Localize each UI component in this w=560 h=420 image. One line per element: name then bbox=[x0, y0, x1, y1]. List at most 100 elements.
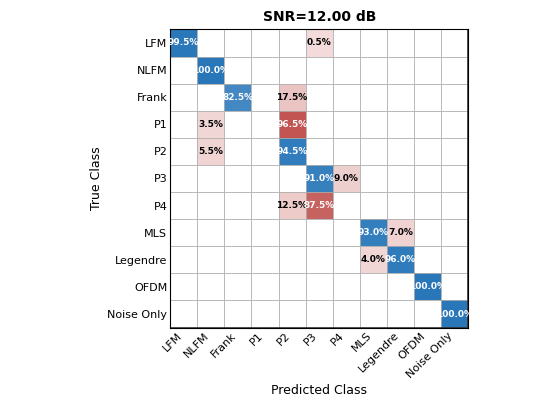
Bar bbox=[278, 84, 306, 111]
Bar bbox=[414, 84, 441, 111]
Bar bbox=[225, 84, 251, 111]
Bar bbox=[251, 300, 278, 328]
Bar bbox=[197, 138, 225, 165]
Bar bbox=[225, 165, 251, 192]
Bar bbox=[278, 273, 306, 300]
Text: 91.0%: 91.0% bbox=[304, 174, 335, 183]
Bar bbox=[306, 111, 333, 138]
Text: 9.0%: 9.0% bbox=[334, 174, 359, 183]
Bar bbox=[360, 138, 387, 165]
Text: 3.5%: 3.5% bbox=[198, 120, 223, 129]
Bar bbox=[170, 29, 197, 57]
Bar bbox=[197, 57, 225, 84]
Bar bbox=[251, 165, 278, 192]
Bar bbox=[360, 165, 387, 192]
Bar bbox=[387, 57, 414, 84]
Bar bbox=[225, 300, 251, 328]
Bar bbox=[306, 57, 333, 84]
Bar bbox=[170, 192, 197, 219]
Text: 96.0%: 96.0% bbox=[385, 255, 416, 264]
Bar bbox=[170, 300, 197, 328]
Bar bbox=[197, 29, 225, 57]
Bar bbox=[441, 246, 468, 273]
Bar bbox=[197, 192, 225, 219]
Bar bbox=[333, 300, 360, 328]
Bar bbox=[170, 273, 197, 300]
Bar bbox=[225, 246, 251, 273]
Bar bbox=[414, 300, 441, 328]
Bar bbox=[170, 111, 197, 138]
Bar bbox=[360, 192, 387, 219]
Bar bbox=[387, 138, 414, 165]
Bar bbox=[441, 111, 468, 138]
Bar bbox=[278, 300, 306, 328]
Bar bbox=[387, 192, 414, 219]
Bar bbox=[360, 219, 387, 246]
Bar bbox=[306, 300, 333, 328]
Bar bbox=[225, 111, 251, 138]
Bar bbox=[414, 273, 441, 300]
Bar bbox=[197, 165, 225, 192]
Bar bbox=[170, 219, 197, 246]
Bar bbox=[278, 111, 306, 138]
Text: 87.5%: 87.5% bbox=[304, 201, 335, 210]
Bar bbox=[387, 84, 414, 111]
Bar bbox=[278, 57, 306, 84]
Bar bbox=[225, 273, 251, 300]
Bar bbox=[225, 57, 251, 84]
Bar bbox=[197, 219, 225, 246]
Bar bbox=[225, 219, 251, 246]
Bar bbox=[197, 111, 225, 138]
Bar bbox=[333, 29, 360, 57]
Bar bbox=[170, 84, 197, 111]
Bar bbox=[333, 219, 360, 246]
Text: 99.5%: 99.5% bbox=[168, 39, 199, 47]
Bar bbox=[360, 246, 387, 273]
Text: 96.5%: 96.5% bbox=[277, 120, 307, 129]
Bar bbox=[306, 165, 333, 192]
Bar bbox=[360, 57, 387, 84]
Bar bbox=[306, 273, 333, 300]
Bar bbox=[306, 84, 333, 111]
Bar bbox=[414, 29, 441, 57]
Text: 100.0%: 100.0% bbox=[409, 282, 446, 291]
Bar bbox=[441, 138, 468, 165]
Bar bbox=[441, 273, 468, 300]
Text: 100.0%: 100.0% bbox=[192, 66, 229, 75]
Text: 0.5%: 0.5% bbox=[307, 39, 332, 47]
Bar bbox=[333, 192, 360, 219]
Bar bbox=[278, 165, 306, 192]
Bar bbox=[225, 29, 251, 57]
Bar bbox=[251, 192, 278, 219]
Text: 82.5%: 82.5% bbox=[222, 93, 254, 102]
Bar bbox=[333, 138, 360, 165]
Bar bbox=[170, 165, 197, 192]
Bar bbox=[306, 138, 333, 165]
Text: 12.5%: 12.5% bbox=[277, 201, 307, 210]
Text: 4.0%: 4.0% bbox=[361, 255, 386, 264]
Bar bbox=[306, 219, 333, 246]
Text: 94.5%: 94.5% bbox=[277, 147, 308, 156]
Bar bbox=[278, 192, 306, 219]
Y-axis label: True Class: True Class bbox=[90, 147, 103, 210]
Bar bbox=[333, 273, 360, 300]
Text: 7.0%: 7.0% bbox=[388, 228, 413, 237]
Bar bbox=[251, 219, 278, 246]
Bar bbox=[197, 300, 225, 328]
Bar bbox=[441, 219, 468, 246]
Bar bbox=[441, 192, 468, 219]
Bar bbox=[197, 84, 225, 111]
Bar bbox=[197, 273, 225, 300]
Bar bbox=[278, 246, 306, 273]
Bar bbox=[251, 246, 278, 273]
Bar bbox=[251, 84, 278, 111]
Bar bbox=[360, 300, 387, 328]
Bar bbox=[387, 273, 414, 300]
Bar bbox=[278, 138, 306, 165]
Bar bbox=[360, 84, 387, 111]
Bar bbox=[441, 29, 468, 57]
Text: 17.5%: 17.5% bbox=[277, 93, 307, 102]
Bar bbox=[251, 273, 278, 300]
Bar bbox=[306, 29, 333, 57]
Bar bbox=[387, 246, 414, 273]
